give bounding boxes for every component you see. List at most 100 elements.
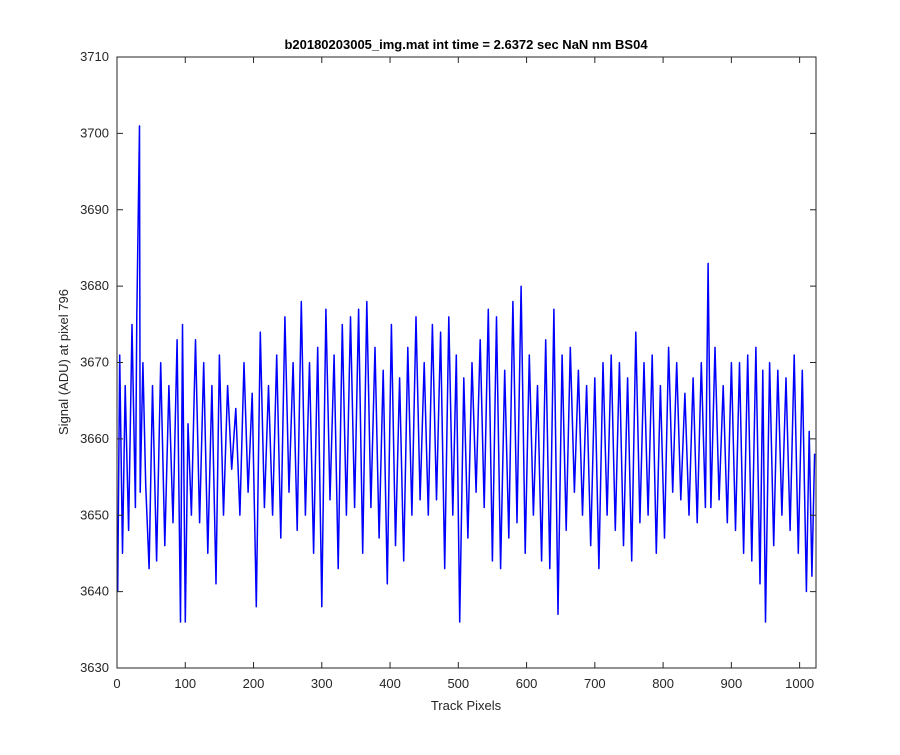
data-point (296, 529, 298, 532)
y-tick-label: 3650 (80, 507, 109, 522)
data-point (312, 552, 315, 555)
data-point (688, 514, 690, 516)
data-point (553, 308, 555, 310)
data-point (198, 522, 201, 524)
data-point (747, 354, 749, 356)
y-tick-label: 3670 (80, 355, 109, 370)
data-point (797, 552, 799, 555)
data-point (528, 354, 530, 356)
data-point (738, 361, 741, 364)
data-point (231, 468, 233, 471)
data-point (226, 384, 229, 387)
data-point (557, 613, 559, 616)
data-point (789, 529, 791, 532)
y-tick-label: 3710 (80, 49, 109, 64)
data-point (598, 568, 600, 570)
data-point (211, 384, 213, 387)
x-tick-label: 500 (447, 676, 469, 691)
data-point (777, 369, 779, 371)
data-point (267, 384, 270, 387)
data-point (119, 354, 121, 356)
data-point (707, 262, 709, 264)
data-point (415, 316, 417, 318)
data-point (308, 361, 311, 364)
data-point (726, 522, 728, 524)
data-point (427, 514, 429, 516)
data-point (138, 125, 141, 127)
data-point (785, 377, 787, 379)
data-point (386, 583, 388, 585)
x-tick-label: 900 (721, 676, 743, 691)
data-point (520, 285, 522, 287)
data-point (439, 331, 442, 333)
data-point (155, 560, 158, 562)
data-point (631, 560, 633, 562)
data-point (207, 552, 209, 555)
data-point (139, 491, 141, 493)
data-point (590, 545, 592, 547)
x-tick-label: 600 (516, 676, 538, 691)
data-point (504, 369, 506, 371)
data-point (692, 377, 694, 379)
data-point (172, 522, 174, 524)
data-point (292, 361, 294, 364)
data-point (718, 499, 720, 501)
data-point (676, 361, 678, 364)
data-point (463, 377, 465, 379)
data-point (667, 346, 670, 348)
data-point (730, 361, 732, 364)
data-point (801, 369, 803, 371)
data-point (773, 545, 775, 547)
data-point (793, 354, 795, 356)
data-point (655, 552, 657, 555)
data-point (382, 369, 384, 371)
data-point (187, 423, 189, 425)
data-point (635, 331, 637, 333)
data-point (710, 507, 712, 509)
data-point (321, 606, 323, 608)
signal-line (116, 125, 816, 623)
data-point (805, 591, 808, 593)
data-point (284, 316, 286, 318)
data-point (586, 384, 588, 387)
data-point (808, 430, 810, 432)
x-tick-label: 100 (174, 676, 196, 691)
data-point (549, 568, 551, 570)
data-point (569, 346, 571, 348)
data-point (606, 514, 608, 516)
data-point (255, 606, 257, 608)
data-point (325, 308, 327, 310)
data-point (487, 308, 489, 310)
x-tick-label: 300 (311, 676, 333, 691)
data-point (345, 514, 347, 516)
data-point (194, 338, 197, 341)
data-point (190, 514, 193, 516)
data-point (218, 354, 220, 356)
ticks-layer: 0 100 200 300 400 500 600 700 800 900 1000 3630 3640… (80, 49, 816, 691)
data-point (684, 392, 686, 394)
data-point (370, 507, 372, 509)
data-point (814, 453, 816, 455)
data-point (243, 361, 245, 364)
y-tick-label: 3640 (80, 584, 109, 599)
data-point (524, 552, 526, 555)
data-point (602, 361, 604, 364)
data-point (696, 522, 698, 524)
data-point (300, 300, 302, 302)
data-point (540, 560, 543, 562)
data-point (366, 300, 368, 302)
data-point (390, 323, 393, 325)
data-point (353, 507, 356, 509)
data-point (734, 529, 737, 532)
data-point (148, 568, 150, 570)
data-point (235, 407, 237, 409)
data-point (455, 354, 457, 356)
data-point (349, 316, 352, 318)
y-tick-label: 3690 (80, 202, 109, 217)
x-tick-label: 0 (113, 676, 120, 691)
data-point (337, 568, 339, 570)
data-point (317, 346, 319, 348)
data-point (704, 507, 707, 509)
data-point (722, 384, 724, 387)
data-point (259, 331, 261, 333)
